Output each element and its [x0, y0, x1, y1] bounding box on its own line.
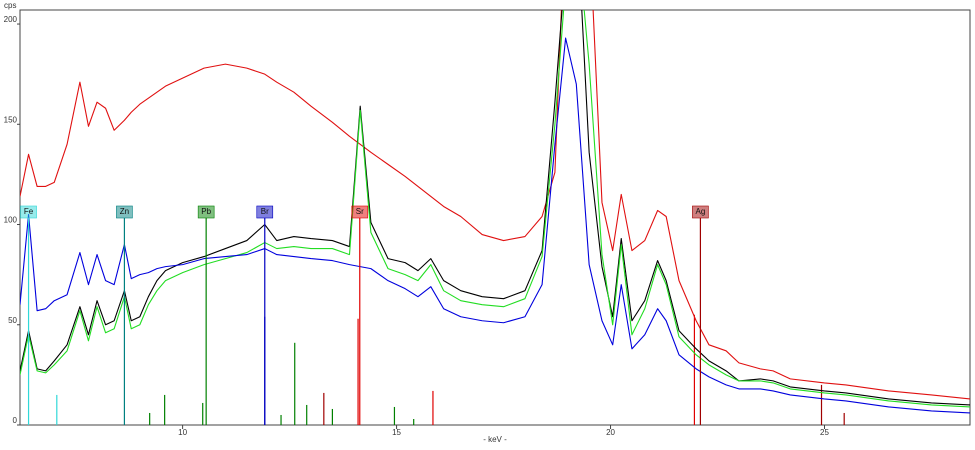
spectrum-line: [20, 10, 970, 406]
element-marker-label: Br: [261, 207, 269, 216]
y-tick-label: 0: [13, 416, 18, 425]
plot-frame: [19, 9, 971, 426]
element-marker-label: Pb: [201, 207, 211, 216]
element-marker-label: Sr: [356, 207, 364, 216]
x-tick-label: 10: [178, 428, 187, 437]
y-axis-label: cps: [4, 1, 16, 10]
element-marker-box: [20, 205, 37, 219]
spectrum-line: [20, 10, 970, 408]
element-marker-box: [351, 205, 369, 219]
element-marker-label: Zn: [120, 207, 129, 216]
x-tick-label: 15: [392, 428, 401, 437]
x-tick-label: 20: [606, 428, 615, 437]
y-tick-label: 200: [4, 15, 18, 24]
spectrum-line: [20, 10, 970, 400]
element-marker-box: [256, 205, 274, 219]
y-tick-label: 50: [8, 316, 17, 325]
plot-area: [20, 10, 970, 425]
element-marker-label: Ag: [696, 207, 706, 216]
y-tick-label: 150: [4, 115, 18, 124]
element-marker-label: Fe: [24, 207, 34, 216]
x-tick-label: 25: [820, 428, 829, 437]
element-marker-box: [116, 205, 133, 219]
x-axis-label: - keV -: [483, 435, 507, 444]
element-marker-box: [197, 205, 215, 219]
y-tick-label: 100: [4, 216, 18, 225]
element-marker-box: [692, 205, 709, 219]
spectrum-line: [20, 37, 970, 414]
